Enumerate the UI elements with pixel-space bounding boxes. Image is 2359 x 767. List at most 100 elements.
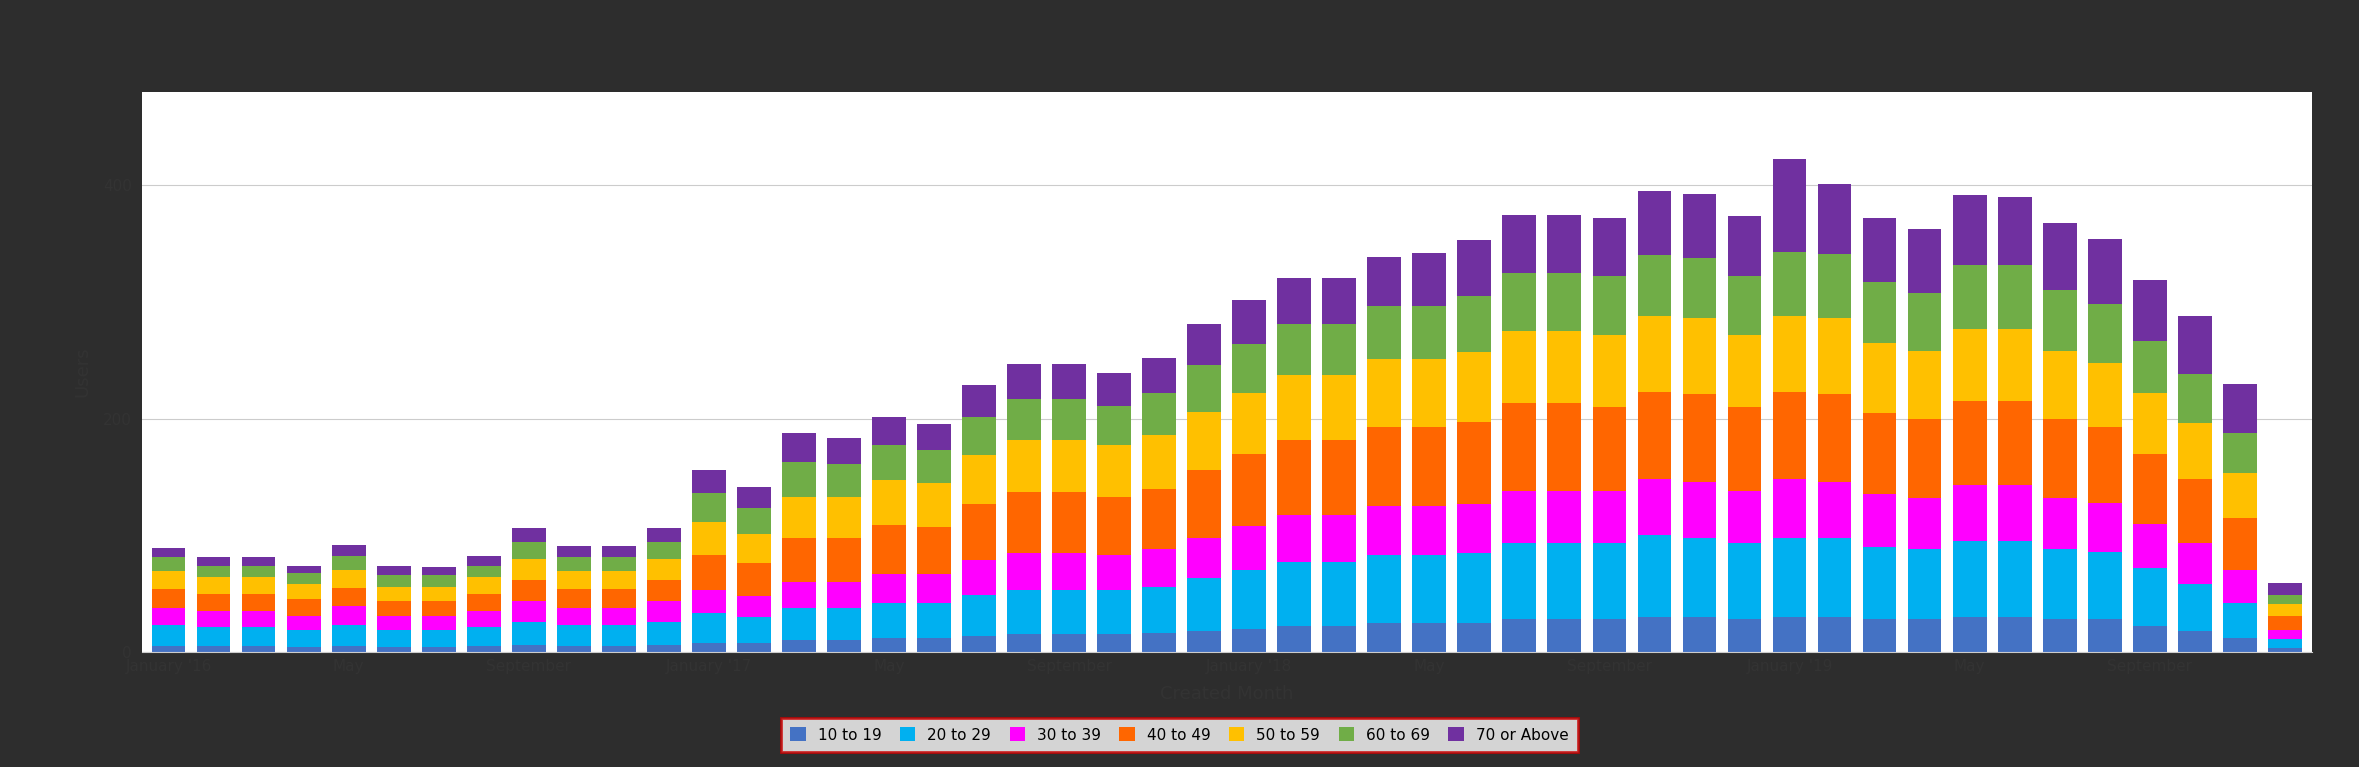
Bar [2133,568,2166,627]
Bar [1998,617,2031,652]
Bar [422,587,455,601]
Bar [918,482,951,527]
Bar [1323,515,1356,562]
Bar [1548,544,1581,619]
Bar [288,565,321,573]
Bar [783,582,816,607]
Bar [1548,273,1581,331]
Bar [1953,617,1986,652]
Bar [1727,407,1762,491]
Bar [2043,351,2076,419]
Bar [2267,583,2302,594]
Bar [1007,553,1040,590]
Bar [736,596,771,617]
Bar [1007,634,1040,652]
Bar [736,509,771,534]
Bar [2177,631,2213,652]
Bar [1097,406,1130,446]
Bar [2133,453,2166,524]
Bar [2088,619,2121,652]
Bar [2088,239,2121,304]
Bar [1097,590,1130,634]
Bar [1052,590,1085,634]
Bar [1953,329,1986,401]
Bar [2177,479,2213,544]
Bar [1323,324,1356,376]
Bar [1998,486,2031,542]
Bar [962,594,995,636]
Bar [1142,587,1177,634]
Bar [2222,518,2258,571]
Bar [1772,159,1807,252]
Bar [1052,439,1085,492]
Bar [1052,364,1085,399]
Bar [918,424,951,450]
Bar [1548,403,1581,491]
Bar [1953,195,1986,265]
Bar [1231,453,1267,526]
Bar [422,575,455,587]
Bar [1368,426,1401,506]
Bar [1908,549,1941,619]
Bar [196,646,231,652]
Bar [2177,544,2213,584]
Bar [151,548,186,558]
Bar [646,528,682,542]
Bar [1819,394,1852,482]
Bar [783,538,816,582]
Bar [646,542,682,558]
Bar [377,601,410,616]
Bar [691,522,727,555]
Bar [333,625,366,646]
Bar [2222,384,2258,433]
Bar [2133,524,2166,568]
Bar [512,542,545,558]
Bar [377,587,410,601]
Bar [377,575,410,587]
Bar [1007,439,1040,492]
Bar [1908,498,1941,549]
Bar [333,646,366,652]
Bar [512,645,545,652]
Bar [1007,492,1040,553]
Bar [1503,491,1536,544]
Bar [1413,305,1446,359]
Bar [2222,638,2258,652]
Bar [151,558,186,571]
Bar [377,565,410,575]
Bar [196,611,231,627]
Bar [288,584,321,600]
Bar [1052,399,1085,439]
Bar [1682,617,1717,652]
Bar [241,558,276,565]
Bar [1323,376,1356,439]
Bar [2267,616,2302,630]
Bar [1231,571,1267,629]
Bar [512,528,545,542]
Bar [1819,254,1852,318]
Bar [1772,479,1807,538]
Bar [1323,439,1356,515]
Bar [1368,256,1401,305]
Bar [2222,433,2258,473]
Bar [1592,491,1625,544]
Bar [2267,594,2302,604]
Bar [1187,470,1222,538]
Bar [1727,544,1762,619]
Bar [1458,504,1491,553]
Bar [1187,538,1222,578]
Bar [422,616,455,630]
Bar [1142,549,1177,587]
Bar [602,625,635,646]
Bar [2043,222,2076,291]
Bar [288,630,321,647]
Bar [241,578,276,594]
Bar [512,558,545,580]
Bar [2088,363,2121,426]
Bar [962,560,995,594]
Bar [873,417,906,446]
Bar [1142,634,1177,652]
Bar [1727,276,1762,334]
Bar [1187,412,1222,470]
Bar [422,630,455,647]
